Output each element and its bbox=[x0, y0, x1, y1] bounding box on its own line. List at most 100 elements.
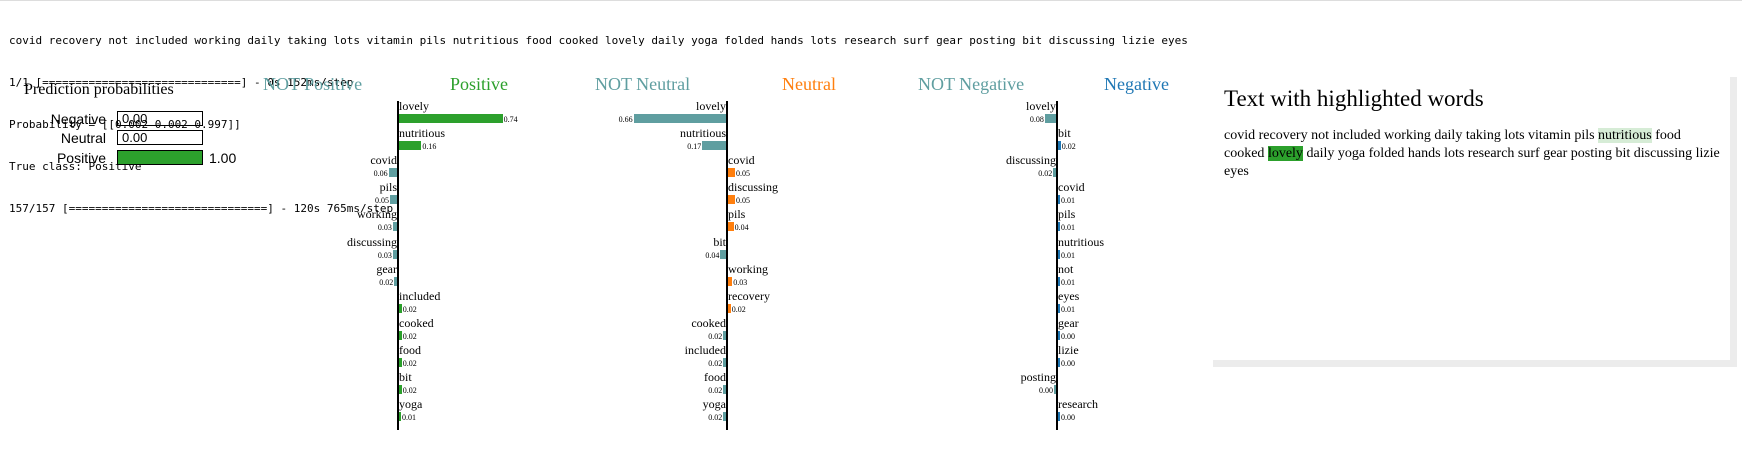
feature-bar bbox=[1044, 114, 1056, 123]
probability-value: 0.00 bbox=[122, 111, 148, 126]
top-divider bbox=[0, 0, 1742, 1]
console-line: Probability = [[0.002 0.002 0.997]] bbox=[9, 118, 241, 131]
feature-value: 0.74 bbox=[503, 115, 518, 124]
feature-bar bbox=[390, 195, 397, 205]
feature-value: 0.02 bbox=[708, 413, 723, 423]
feature-bar bbox=[723, 330, 726, 340]
chart-left-title: NOT Positive bbox=[263, 74, 363, 94]
feature-label: gear bbox=[1058, 315, 1079, 330]
feature-label: covid bbox=[1058, 180, 1085, 195]
text-segment: daily yoga folded hands lots research su… bbox=[1224, 146, 1720, 179]
feature-label: discussing bbox=[1005, 153, 1056, 168]
feature-label: posting bbox=[1020, 370, 1056, 384]
feature-value: 0.05 bbox=[736, 196, 750, 206]
feature-bar bbox=[1058, 303, 1060, 313]
feature-label: discussing bbox=[346, 234, 397, 249]
feature-bar bbox=[388, 168, 397, 178]
chart-right-title: Negative bbox=[1104, 74, 1169, 94]
feature-bar bbox=[399, 330, 402, 340]
chart-axis bbox=[397, 101, 399, 431]
feature-value: 0.02 bbox=[1038, 169, 1053, 179]
feature-label: nutritious bbox=[1058, 234, 1105, 249]
feature-label: bit bbox=[399, 370, 412, 384]
feature-label: lizie bbox=[1058, 342, 1079, 357]
probability-bar: 0.00 bbox=[117, 111, 203, 126]
feature-bar bbox=[1058, 195, 1060, 205]
feature-label: recovery bbox=[728, 288, 770, 303]
feature-value: 0.02 bbox=[402, 358, 417, 368]
feature-value: 0.02 bbox=[731, 304, 746, 314]
chart-axis bbox=[726, 101, 728, 431]
feature-bar bbox=[728, 168, 735, 178]
feature-value: 0.03 bbox=[733, 277, 748, 287]
feature-bar bbox=[399, 412, 401, 422]
feature-value: 0.02 bbox=[402, 331, 417, 341]
feature-value: 0.03 bbox=[377, 250, 392, 260]
feature-value: 0.00 bbox=[1039, 386, 1053, 395]
feature-value: 0.17 bbox=[687, 142, 702, 152]
feature-label: eyes bbox=[1058, 288, 1080, 303]
feature-label: bit bbox=[1058, 126, 1071, 141]
feature-bar bbox=[1058, 330, 1060, 340]
feature-bar bbox=[728, 276, 733, 286]
feature-label: bit bbox=[713, 234, 726, 249]
feature-bar bbox=[1058, 222, 1060, 232]
highlighted-word: lovely bbox=[1267, 146, 1303, 161]
feature-bar bbox=[392, 249, 397, 259]
feature-label: pils bbox=[1058, 207, 1076, 222]
feature-label: lovely bbox=[1026, 99, 1056, 113]
feature-value: 0.66 bbox=[618, 115, 633, 124]
feature-label: cooked bbox=[399, 315, 434, 330]
feature-value: 0.05 bbox=[375, 196, 389, 206]
feature-label: included bbox=[684, 342, 726, 357]
feature-bar bbox=[728, 195, 735, 205]
probability-bar: 0.00 bbox=[117, 130, 203, 145]
feature-label: pils bbox=[379, 180, 397, 195]
feature-bar bbox=[702, 141, 726, 151]
feature-value: 0.00 bbox=[1061, 331, 1075, 341]
feature-label: gear bbox=[376, 261, 397, 276]
probability-row: Negative 0.00 bbox=[0, 111, 260, 127]
feature-bar bbox=[723, 412, 726, 422]
probability-label: Neutral bbox=[60, 130, 106, 146]
feature-bar bbox=[392, 222, 397, 232]
feature-value: 0.02 bbox=[1061, 142, 1076, 152]
feature-label: yoga bbox=[702, 397, 726, 412]
feature-value: 0.01 bbox=[1061, 277, 1075, 287]
feature-value: 0.00 bbox=[1061, 358, 1075, 368]
feature-bar bbox=[1054, 385, 1056, 394]
feature-value: 0.02 bbox=[708, 386, 723, 395]
feature-bar bbox=[1058, 276, 1060, 286]
chart-right-title: Positive bbox=[450, 74, 509, 94]
feature-label: pils bbox=[728, 207, 746, 222]
feature-label: food bbox=[399, 342, 421, 357]
feature-value: 0.08 bbox=[1029, 115, 1044, 124]
chart-left-title: NOT Neutral bbox=[595, 74, 691, 94]
feature-bar bbox=[399, 114, 503, 123]
highlighted-text-panel bbox=[1213, 77, 1737, 367]
feature-label: lovely bbox=[399, 99, 429, 113]
feature-value: 0.03 bbox=[377, 223, 392, 233]
chart-right-title: Neutral bbox=[782, 74, 836, 94]
feature-bar bbox=[723, 385, 726, 394]
feature-bar bbox=[399, 385, 402, 394]
feature-value: 0.04 bbox=[734, 223, 749, 233]
feature-bar bbox=[1058, 249, 1060, 259]
feature-bar bbox=[1058, 141, 1061, 151]
probability-value: 0.00 bbox=[122, 130, 148, 145]
feature-value: 0.16 bbox=[422, 142, 437, 152]
feature-label: lovely bbox=[696, 99, 726, 113]
feature-value: 0.00 bbox=[1061, 413, 1075, 423]
console-line: 1/1 [==============================] - 0… bbox=[9, 76, 354, 89]
probability-row: Positive 1.00 bbox=[0, 150, 260, 166]
text-segment: covid recovery not included working dail… bbox=[1224, 128, 1599, 143]
probability-bar-fill bbox=[118, 151, 202, 164]
feature-label: food bbox=[704, 370, 726, 384]
text-segment: food cooked bbox=[1224, 128, 1681, 161]
feature-value: 0.02 bbox=[402, 304, 417, 314]
feature-bar bbox=[399, 141, 422, 151]
feature-bar bbox=[633, 114, 726, 123]
feature-bar bbox=[728, 303, 731, 313]
feature-value: 0.02 bbox=[708, 331, 723, 341]
feature-value: 0.01 bbox=[1061, 196, 1075, 206]
